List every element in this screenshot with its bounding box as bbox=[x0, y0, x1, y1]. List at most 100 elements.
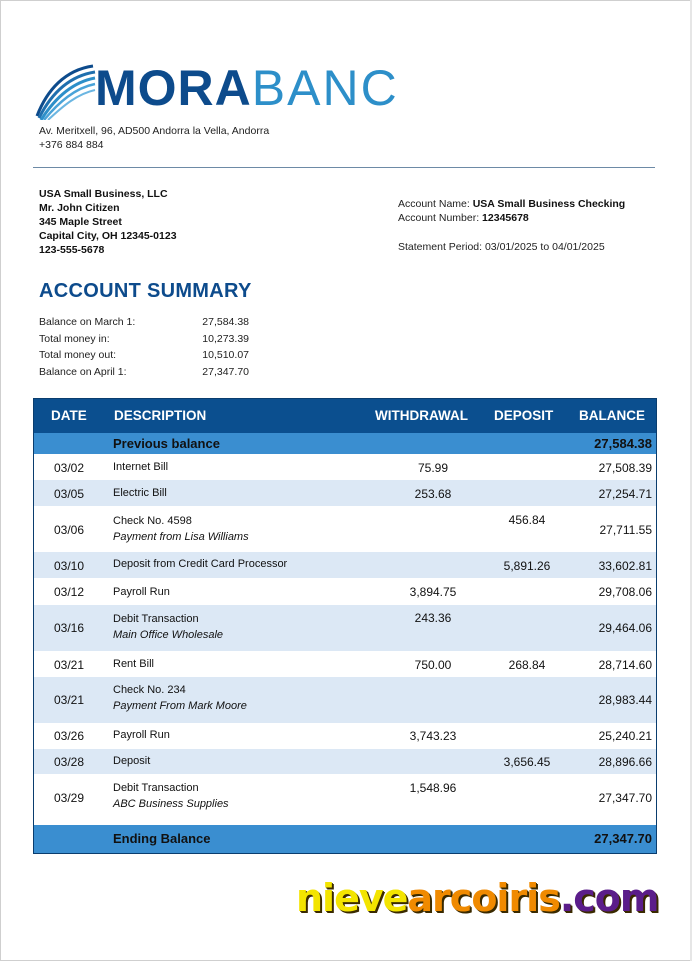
summary-row: Total money in: 10,273.39 bbox=[39, 331, 249, 348]
row-description: Internet Bill bbox=[113, 461, 169, 473]
row-deposit: 268.84 bbox=[508, 658, 546, 672]
row-date: 03/21 bbox=[53, 658, 85, 672]
row-withdrawal: 3,743.23 bbox=[409, 729, 457, 743]
header-divider bbox=[33, 167, 655, 168]
row-balance: 28,714.60 bbox=[598, 658, 652, 672]
row-balance: 33,602.81 bbox=[598, 559, 652, 573]
row-description: Check No. 4598 Payment from Lisa William… bbox=[113, 515, 249, 543]
account-name-value: USA Small Business Checking bbox=[472, 198, 626, 210]
bank-phone: +376 884 884 bbox=[39, 139, 104, 151]
summary-row: Balance on March 1: 27,584.38 bbox=[39, 314, 249, 331]
row-description: Check No. 234 Payment From Mark Moore bbox=[113, 684, 247, 712]
page-edge bbox=[690, 0, 692, 961]
table-row: 03/21 Check No. 234 Payment From Mark Mo… bbox=[34, 677, 656, 723]
row-description-sub: Payment from Lisa Williams bbox=[113, 531, 249, 543]
row-date: 03/05 bbox=[53, 487, 85, 501]
row-date: 03/16 bbox=[53, 621, 85, 635]
summary-row: Balance on April 1: 27,347.70 bbox=[39, 364, 249, 381]
transactions-table: DATE DESCRIPTION WITHDRAWAL DEPOSIT BALA… bbox=[33, 398, 657, 854]
summary-label: Balance on March 1: bbox=[39, 316, 136, 328]
table-row: 03/21 Rent Bill 750.00 268.84 28,714.60 bbox=[34, 651, 656, 677]
row-date: 03/02 bbox=[53, 461, 85, 475]
bank-logo: MORABANC bbox=[35, 60, 435, 120]
customer-street: 345 Maple Street bbox=[39, 216, 122, 228]
row-balance: 29,464.06 bbox=[598, 621, 652, 635]
row-description: Rent Bill bbox=[113, 658, 154, 670]
header-deposit: DEPOSIT bbox=[494, 408, 554, 423]
row-balance: 28,896.66 bbox=[598, 755, 652, 769]
row-description-main: Check No. 4598 bbox=[113, 515, 192, 527]
row-balance: 27,347.70 bbox=[598, 791, 652, 805]
row-withdrawal: 253.68 bbox=[414, 487, 452, 501]
account-summary-title: ACCOUNT SUMMARY bbox=[39, 280, 252, 302]
statement-period-line: Statement Period: 03/01/2025 to 04/01/20… bbox=[398, 240, 625, 254]
previous-balance-label: Previous balance bbox=[113, 436, 220, 451]
row-balance: 27,508.39 bbox=[598, 461, 652, 475]
customer-phone: 123-555-5678 bbox=[39, 244, 105, 256]
row-withdrawal: 243.36 bbox=[414, 611, 452, 625]
statement-period-value: 03/01/2025 to 04/01/2025 bbox=[484, 241, 605, 253]
row-description: Debit Transaction ABC Business Supplies bbox=[113, 782, 229, 810]
table-row: 03/28 Deposit 3,656.45 28,896.66 bbox=[34, 749, 656, 774]
account-summary-table: Balance on March 1: 27,584.38 Total mone… bbox=[39, 314, 249, 380]
row-description: Payroll Run bbox=[113, 729, 170, 741]
row-date: 03/28 bbox=[53, 755, 85, 769]
row-description: Deposit from Credit Card Processor bbox=[113, 558, 288, 570]
row-date: 03/10 bbox=[53, 559, 85, 573]
account-number-label: Account Number: bbox=[398, 212, 480, 224]
customer-company: USA Small Business, LLC bbox=[39, 188, 168, 200]
row-description-sub: ABC Business Supplies bbox=[113, 798, 229, 810]
summary-label: Balance on April 1: bbox=[39, 365, 127, 378]
summary-value: 27,347.70 bbox=[202, 365, 249, 378]
row-description: Electric Bill bbox=[113, 487, 167, 499]
header-description: DESCRIPTION bbox=[114, 408, 207, 423]
account-number-value: 12345678 bbox=[482, 212, 529, 224]
row-date: 03/26 bbox=[53, 729, 85, 743]
summary-value: 10,273.39 bbox=[202, 332, 249, 345]
watermark-text: nievearcoiris.com bbox=[296, 876, 660, 920]
row-deposit: 3,656.45 bbox=[503, 755, 551, 769]
table-row: 03/29 Debit Transaction ABC Business Sup… bbox=[34, 774, 656, 825]
row-withdrawal: 75.99 bbox=[417, 461, 449, 475]
summary-label: Total money out: bbox=[39, 349, 117, 361]
row-withdrawal: 750.00 bbox=[414, 658, 452, 672]
summary-value: 10,510.07 bbox=[202, 349, 249, 361]
row-balance: 28,983.44 bbox=[598, 693, 652, 707]
bank-wordmark: MORABANC bbox=[95, 60, 399, 116]
transactions-header: DATE DESCRIPTION WITHDRAWAL DEPOSIT BALA… bbox=[34, 399, 656, 433]
row-balance: 29,708.06 bbox=[598, 585, 652, 599]
row-description-main: Debit Transaction bbox=[113, 613, 199, 625]
previous-balance-row: Previous balance 27,584.38 bbox=[34, 433, 656, 454]
account-name-label: Account Name: bbox=[398, 198, 470, 210]
logo-swoosh-icon bbox=[35, 64, 96, 120]
watermark-part-2: arcoiris bbox=[407, 876, 560, 920]
row-description-main: Check No. 234 bbox=[113, 684, 186, 696]
ending-balance-row: Ending Balance 27,347.70 bbox=[34, 825, 656, 853]
header-withdrawal: WITHDRAWAL bbox=[375, 408, 468, 423]
row-deposit: 5,891.26 bbox=[503, 559, 551, 573]
row-deposit: 456.84 bbox=[508, 513, 546, 527]
customer-city: Capital City, OH 12345-0123 bbox=[39, 230, 177, 242]
bank-name-light: BANC bbox=[251, 60, 399, 116]
watermark-part-1: nieve bbox=[296, 876, 408, 920]
customer-block: USA Small Business, LLC Mr. John Citizen… bbox=[39, 187, 177, 257]
row-withdrawal: 3,894.75 bbox=[409, 585, 457, 599]
row-description: Payroll Run bbox=[113, 586, 170, 598]
summary-label: Total money in: bbox=[39, 332, 110, 345]
table-row: 03/06 Check No. 4598 Payment from Lisa W… bbox=[34, 506, 656, 552]
header-balance: BALANCE bbox=[579, 408, 645, 423]
bank-address-line: Av. Meritxell, 96, AD500 Andorra la Vell… bbox=[39, 125, 270, 137]
row-date: 03/29 bbox=[53, 791, 85, 805]
ending-balance-value: 27,347.70 bbox=[594, 831, 652, 846]
account-info: Account Name: USA Small Business Checkin… bbox=[398, 197, 625, 254]
ending-balance-label: Ending Balance bbox=[113, 831, 211, 846]
row-balance: 25,240.21 bbox=[598, 729, 652, 743]
table-row: 03/26 Payroll Run 3,743.23 25,240.21 bbox=[34, 723, 656, 749]
row-description: Debit Transaction Main Office Wholesale bbox=[113, 613, 223, 641]
table-row: 03/10 Deposit from Credit Card Processor… bbox=[34, 552, 656, 578]
header-date: DATE bbox=[51, 408, 87, 423]
row-balance: 27,711.55 bbox=[599, 523, 653, 537]
row-date: 03/21 bbox=[53, 693, 85, 707]
customer-contact: Mr. John Citizen bbox=[39, 202, 120, 214]
row-description-sub: Payment From Mark Moore bbox=[113, 700, 247, 712]
